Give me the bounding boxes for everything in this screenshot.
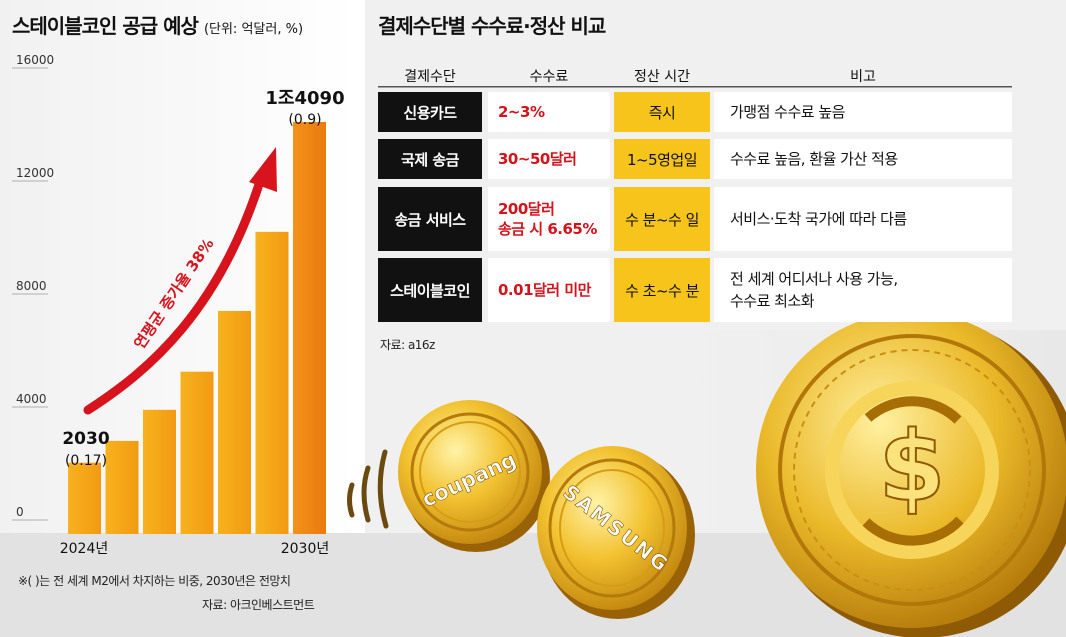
first-bar-value: 2030 [62,429,109,449]
samsung-coin: SAMSUNG [537,446,695,619]
row-method-text: 신용카드 [403,103,457,122]
row-method-text: 국제 송금 [401,150,459,169]
table-header-note: 비고 [850,69,876,85]
row-note: 가맹점 수수료 높음 [714,92,1012,132]
row-time: 즉시 [614,92,710,132]
chart-footnote: ※( )는 전 세계 M2에서 차지하는 비중, 2030년은 전망치 [18,574,291,588]
trend-arrow-head [249,147,277,192]
unit-note: (단위: 억달러, %) [203,22,304,37]
last-bar-value: 1조4090 [265,88,344,109]
row-method-text: 스테이블코인 [390,281,470,300]
chart-title-text: 스테이블코인 공급 예상 [12,14,199,38]
table-header-time: 정산 시간 [634,69,690,85]
row-note: 전 세계 어디서나 사용 가능, 수수료 최소화 [714,258,1012,322]
y-axis: 0 4000 8000 12000 16000 [12,53,54,521]
row-method: 송금 서비스 [378,187,482,251]
chart-title: 스테이블코인 공급 예상 (단위: 억달러, %) [12,10,303,39]
row-time-text: 즉시 [648,103,676,122]
row-note: 수수료 높음, 환율 가산 적용 [714,139,1012,179]
y-tick-label: 12000 [16,166,54,180]
coupang-coin: coupang [398,400,550,552]
row-note-text: 수수료 높음, 환율 가산 적용 [730,150,898,168]
motion-lines [347,449,389,529]
table-source: 자료: a16z [380,338,435,352]
table-title-text: 결제수단별 수수료·정산 비교 [378,14,606,38]
row-time: 수 초~수 분 [614,258,710,322]
chart-source: 자료: 아크인베스트먼트 [202,598,315,612]
bar-2029 [255,231,289,534]
row-method: 스테이블코인 [378,258,482,322]
trend-arrow [83,170,267,415]
row-note-text: 전 세계 어디서나 사용 가능, [730,270,898,288]
row-note-text: 수수료 최소화 [730,292,815,310]
row-time-text: 1~5영업일 [626,150,698,169]
table-header [378,86,1012,88]
bar-2026 [143,409,176,534]
row-fee-text: 0.01달러 미만 [498,281,591,299]
row-note-text: 가맹점 수수료 높음 [730,103,845,121]
row-fee-text: 2~3% [498,103,545,121]
last-bar-share: (0.9) [288,112,321,128]
bar-2027 [180,371,214,534]
row-method: 국제 송금 [378,139,482,179]
y-tick-label: 8000 [16,279,47,293]
x-label-end: 2030년 [281,541,330,557]
row-fee: 0.01달러 미만 [488,258,610,322]
row-time-text: 수 초~수 분 [625,281,699,300]
dollar-icon: $ [879,411,946,523]
row-method: 신용카드 [378,92,482,132]
stablecoin-coin: $ [756,312,1066,637]
row-fee-text: 송금 시 6.65% [498,220,597,238]
y-tick-label: 0 [16,505,24,519]
row-note: 서비스·도착 국가에 따라 다름 [714,187,1012,251]
bar-2028 [218,310,251,534]
table-header-fee: 수수료 [529,69,569,85]
row-fee-text: 30~50달러 [498,150,577,168]
bar-2030 [293,121,326,535]
bar-2024 [68,462,101,534]
row-fee: 2~3% [488,92,610,132]
x-label-start: 2024년 [60,541,109,557]
row-time-text: 수 분~수 일 [625,210,699,229]
table-title: 결제수단별 수수료·정산 비교 [378,10,606,39]
bar-2025 [105,440,139,534]
first-bar-share: (0.17) [65,453,107,469]
row-time: 수 분~수 일 [614,187,710,251]
row-fee-text: 200달러 [498,200,555,218]
bar-series [68,121,326,535]
y-tick-label: 16000 [16,53,54,67]
row-time: 1~5영업일 [614,139,710,179]
row-method-text: 송금 서비스 [394,210,466,229]
y-tick-label: 4000 [16,392,47,406]
table-header-method: 결제수단 [404,69,456,85]
row-note-text: 서비스·도착 국가에 따라 다름 [730,210,907,228]
row-fee: 30~50달러 [488,139,610,179]
